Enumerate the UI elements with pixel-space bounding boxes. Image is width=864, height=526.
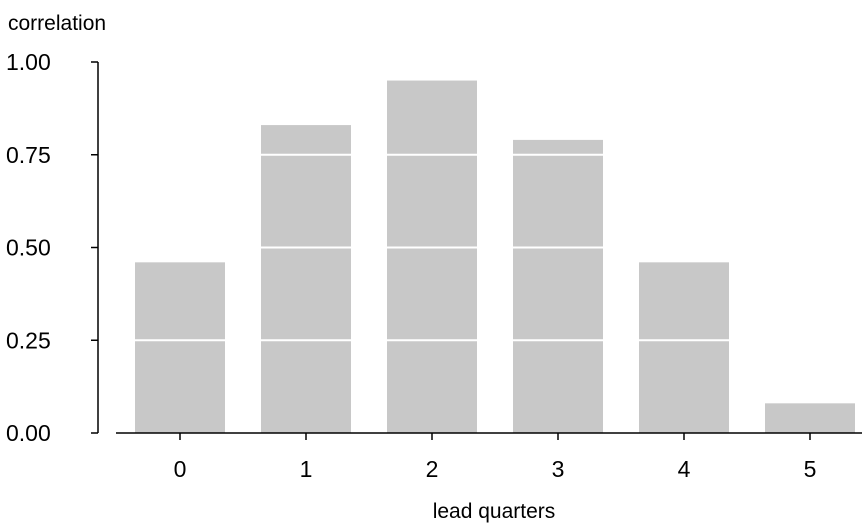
bar-3 bbox=[513, 139, 603, 433]
y-tick-label-0.75: 0.75 bbox=[6, 142, 51, 168]
x-axis-label: lead quarters bbox=[433, 500, 556, 523]
bar-1 bbox=[261, 125, 351, 433]
y-ticks-group: 0.00 0.25 0.50 0.75 1.00 bbox=[6, 49, 98, 446]
bar-2 bbox=[387, 80, 477, 434]
grid-lines bbox=[98, 153, 860, 342]
x-tick-label-3: 3 bbox=[552, 456, 565, 482]
x-tick-label-4: 4 bbox=[678, 456, 691, 482]
bar-0 bbox=[135, 262, 225, 433]
y-tick-label-0.50: 0.50 bbox=[6, 235, 51, 261]
x-tick-label-2: 2 bbox=[426, 456, 439, 482]
y-axis-label: correlation bbox=[8, 12, 106, 35]
x-ticks-group: 0 1 2 3 4 5 bbox=[174, 433, 817, 482]
y-tick-label-0.25: 0.25 bbox=[6, 327, 51, 353]
bar-5 bbox=[765, 403, 855, 433]
x-tick-label-5: 5 bbox=[804, 456, 817, 482]
y-tick-label-0.00: 0.00 bbox=[6, 420, 51, 446]
bar-4 bbox=[639, 262, 729, 433]
x-tick-label-1: 1 bbox=[300, 456, 313, 482]
bars-group bbox=[135, 80, 855, 434]
x-tick-label-0: 0 bbox=[174, 456, 187, 482]
y-tick-label-1.00: 1.00 bbox=[6, 49, 51, 75]
